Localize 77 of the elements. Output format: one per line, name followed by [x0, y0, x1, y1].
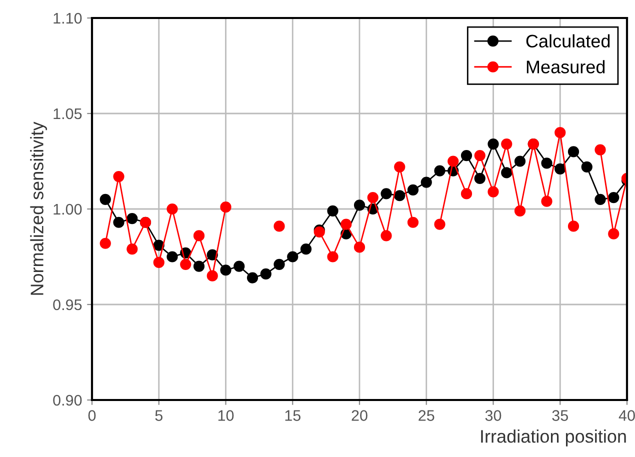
y-tick-label: 1.00 — [54, 204, 82, 215]
point — [514, 205, 526, 216]
x-tick-label: 15 — [285, 410, 300, 421]
x-tick-label: 30 — [485, 410, 502, 421]
point — [367, 192, 378, 204]
x-tick-label: 35 — [552, 410, 568, 421]
point — [420, 176, 432, 188]
point — [354, 242, 366, 253]
x-tick-label: 5 — [155, 410, 162, 421]
point — [153, 256, 164, 268]
legend-label: Measured — [526, 60, 605, 74]
x-tick-label: 0 — [88, 410, 96, 421]
point — [501, 138, 512, 150]
x-axis-title: Irradiation position — [481, 430, 626, 446]
point — [474, 172, 486, 184]
point — [581, 161, 592, 173]
point — [100, 238, 111, 249]
x-tick-label: 25 — [418, 410, 434, 421]
point — [260, 268, 272, 280]
point — [193, 230, 205, 242]
point — [541, 196, 552, 207]
y-axis-title: Normalized sensitivity — [30, 122, 47, 295]
point — [448, 156, 459, 167]
point — [287, 251, 298, 262]
y-tick-label: 1.05 — [54, 108, 82, 120]
point — [434, 165, 446, 176]
point — [488, 138, 499, 150]
point — [488, 186, 499, 198]
point — [220, 202, 232, 213]
point — [300, 244, 312, 255]
point — [608, 228, 620, 240]
point — [180, 258, 192, 270]
point — [234, 260, 245, 272]
point — [407, 216, 419, 228]
point — [394, 190, 406, 202]
point — [220, 264, 232, 276]
point — [380, 188, 392, 200]
point — [594, 194, 606, 206]
point — [460, 188, 472, 200]
point — [126, 244, 138, 255]
point — [100, 194, 111, 206]
point — [460, 150, 472, 162]
point — [193, 260, 205, 272]
point — [554, 163, 566, 174]
point — [501, 167, 512, 178]
point — [327, 205, 338, 216]
point — [274, 220, 285, 232]
legend-label: Calculated — [526, 34, 610, 48]
point — [407, 184, 419, 196]
point — [354, 200, 366, 211]
x-tick-label: 20 — [352, 410, 368, 421]
point — [380, 230, 392, 242]
point — [474, 150, 486, 162]
x-tick-label: 10 — [218, 410, 234, 421]
point — [246, 272, 258, 284]
point — [594, 144, 606, 156]
point — [206, 270, 218, 282]
point — [568, 220, 580, 232]
point — [514, 156, 526, 167]
point — [434, 218, 446, 230]
y-tick-label: 1.10 — [54, 12, 82, 24]
point — [340, 218, 352, 230]
point — [274, 258, 285, 270]
point — [166, 251, 178, 262]
point — [394, 161, 406, 173]
point — [113, 216, 124, 228]
point — [554, 127, 566, 138]
point — [166, 203, 178, 215]
point — [541, 158, 552, 169]
point — [568, 146, 580, 158]
point — [126, 212, 138, 224]
point — [608, 192, 620, 204]
y-tick-label: 0.95 — [53, 299, 82, 310]
point — [113, 170, 124, 182]
y-tick-label: 0.90 — [53, 394, 82, 406]
point — [327, 251, 338, 262]
x-tick-label: 40 — [618, 410, 635, 421]
